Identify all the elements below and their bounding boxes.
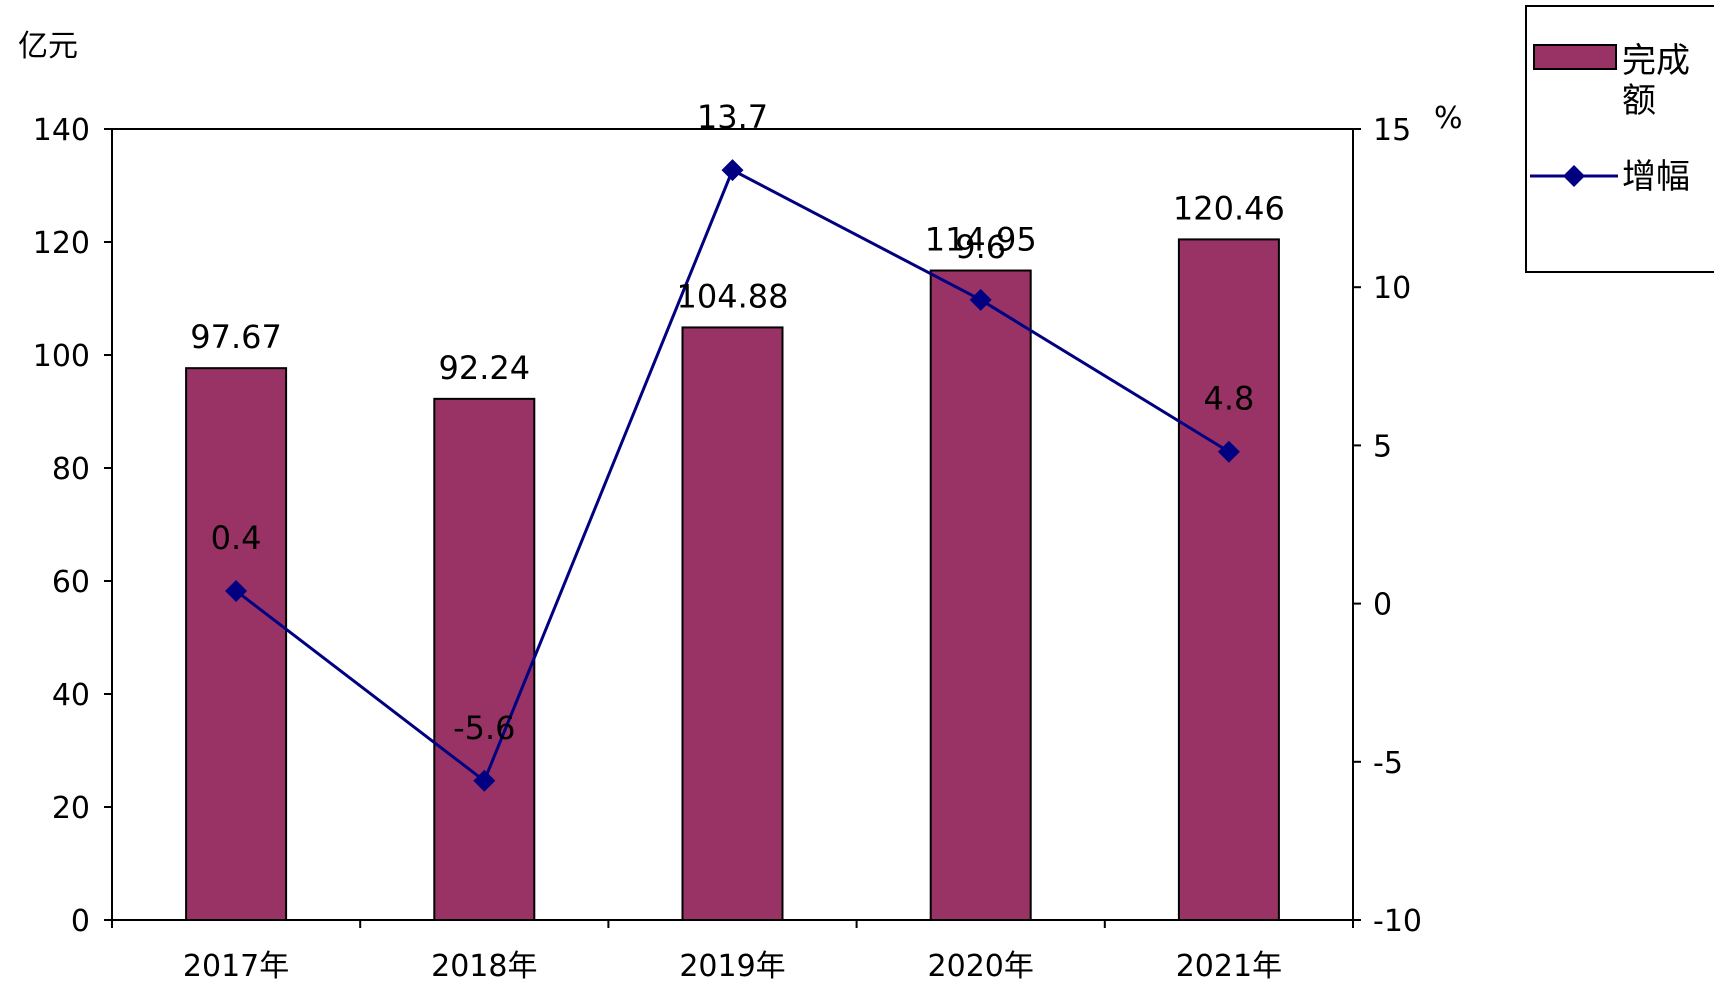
legend-swatch-bar	[1533, 44, 1617, 70]
bar-value-label: 104.88	[677, 277, 789, 315]
legend: 完成 额 增幅	[1525, 5, 1714, 273]
right-axis-tick-label: 10	[1373, 271, 1411, 306]
bar-value-label: 97.67	[190, 318, 282, 356]
left-axis-tick-label: 140	[33, 113, 90, 148]
data-labels: 97.67 92.24 104.88 114.95 120.46 0.4 -5.6 13.7 9…	[190, 98, 1285, 747]
x-axis-category-label: 2017年	[183, 949, 289, 984]
left-axis-unit: 亿元	[18, 29, 78, 64]
legend-marker-diamond	[1563, 165, 1585, 187]
left-axis-tick-label: 120	[33, 226, 90, 261]
bar	[929, 269, 1032, 922]
x-axis: 2017年 2018年 2019年 2020年 2021年	[111, 920, 1354, 984]
line-point-marker	[225, 579, 248, 602]
line-value-label: 9.6	[955, 228, 1006, 266]
right-axis-tick-label: -5	[1373, 746, 1403, 781]
legend-label-line: 增幅	[1622, 157, 1690, 197]
bar	[681, 326, 784, 922]
line-point-marker	[1217, 440, 1240, 463]
left-y-axis: 0 20 40 60 80 100 120 140	[33, 113, 112, 939]
line-point-marker	[473, 769, 496, 792]
x-axis-category-label: 2020年	[928, 949, 1034, 984]
left-axis-tick-label: 0	[71, 904, 90, 939]
left-axis-tick-label: 100	[33, 339, 90, 374]
right-axis-tick-label: -10	[1373, 904, 1422, 939]
right-y-axis: -10 -5 0 5 10 15	[1353, 113, 1422, 939]
bar-series	[185, 238, 1280, 922]
bar-value-label: 114.95	[925, 221, 1037, 259]
legend-label-bar-line1: 完成	[1622, 41, 1690, 81]
x-axis-category-label: 2021年	[1176, 949, 1282, 984]
left-axis-tick-label: 40	[52, 678, 90, 713]
bar	[433, 397, 536, 921]
line-point-marker	[721, 159, 744, 182]
left-axis-tick-label: 60	[52, 565, 90, 600]
line-value-label: 0.4	[211, 519, 262, 557]
right-axis-tick-label: 5	[1373, 429, 1392, 464]
right-axis-tick-label: 15	[1373, 113, 1411, 148]
bar-value-label: 120.46	[1173, 189, 1285, 227]
plot-area-frame	[111, 128, 1354, 921]
legend-label-bar-line2: 额	[1622, 81, 1656, 121]
left-axis-tick-label: 80	[52, 452, 90, 487]
bar	[185, 367, 288, 921]
line-value-label: 13.7	[697, 98, 768, 136]
line-point-marker	[969, 288, 992, 311]
x-axis-category-label: 2019年	[679, 949, 785, 984]
line-series	[225, 159, 1240, 792]
line-value-label: -5.6	[453, 709, 515, 747]
left-axis-tick-label: 20	[52, 791, 90, 826]
line-value-label: 4.8	[1203, 380, 1254, 418]
right-axis-unit: %	[1434, 101, 1463, 136]
x-axis-category-label: 2018年	[431, 949, 537, 984]
bar-value-label: 92.24	[438, 349, 530, 387]
bar	[1177, 238, 1280, 921]
right-axis-tick-label: 0	[1373, 588, 1392, 623]
